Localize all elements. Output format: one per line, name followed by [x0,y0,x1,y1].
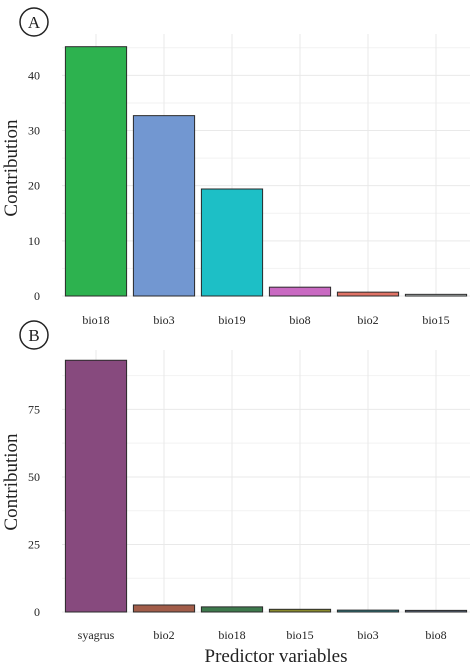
x-axis-label: Predictor variables [205,646,348,667]
x-tick-label: bio3 [357,628,378,642]
panel-a-y-ticks: 0 10 20 30 40 [28,68,40,303]
y-tick-label: 20 [28,179,40,193]
bar-syagrus [64,359,128,613]
bar-bio8 [268,286,332,297]
panel-a-label: A [28,13,41,32]
x-tick-label: bio2 [357,313,378,327]
bar-bio3 [336,609,400,613]
y-tick-label: 0 [34,605,40,619]
bar-bio3 [132,115,196,297]
bar-bio2 [132,604,196,613]
bar-bio18 [200,606,264,613]
y-tick-label: 10 [28,234,40,248]
panel-b-bars [64,359,468,613]
panel-b: B Contribution 0 25 50 75 syagrus bio2 bio18 b… [1,320,470,642]
x-tick-label: bio2 [153,628,174,642]
x-tick-label: bio18 [82,313,109,327]
bar-bio15 [268,608,332,613]
bar-bio8 [404,609,468,613]
y-tick-label: 25 [28,537,40,551]
x-tick-label: bio15 [422,313,449,327]
bar-bio15 [404,293,468,297]
panel-b-ylabel: Contribution [1,433,22,531]
y-tick-label: 40 [28,68,40,82]
x-tick-label: bio18 [218,628,245,642]
y-tick-label: 30 [28,124,40,138]
panel-b-label: B [28,326,39,345]
panel-a-ylabel: Contribution [1,119,22,217]
y-tick-label: 50 [28,470,40,484]
x-tick-label: bio8 [425,628,446,642]
panel-b-badge [19,320,49,350]
x-tick-label: bio3 [153,313,174,327]
panel-a-badge [19,7,49,37]
x-tick-label: bio19 [218,313,245,327]
panel-b-y-ticks: 0 25 50 75 [28,402,40,619]
bar-bio18 [64,46,128,297]
x-tick-label: bio15 [286,628,313,642]
panel-a-x-ticks: bio18 bio3 bio19 bio8 bio2 bio15 [82,313,449,327]
x-tick-label: bio8 [289,313,310,327]
y-tick-label: 0 [34,289,40,303]
panel-b-x-ticks: syagrus bio2 bio18 bio15 bio3 bio8 [78,628,447,642]
bar-bio2 [336,291,400,297]
panel-a-bars [64,46,468,297]
bar-bio19 [200,188,264,297]
x-tick-label: syagrus [78,628,115,642]
y-tick-label: 75 [28,402,40,416]
